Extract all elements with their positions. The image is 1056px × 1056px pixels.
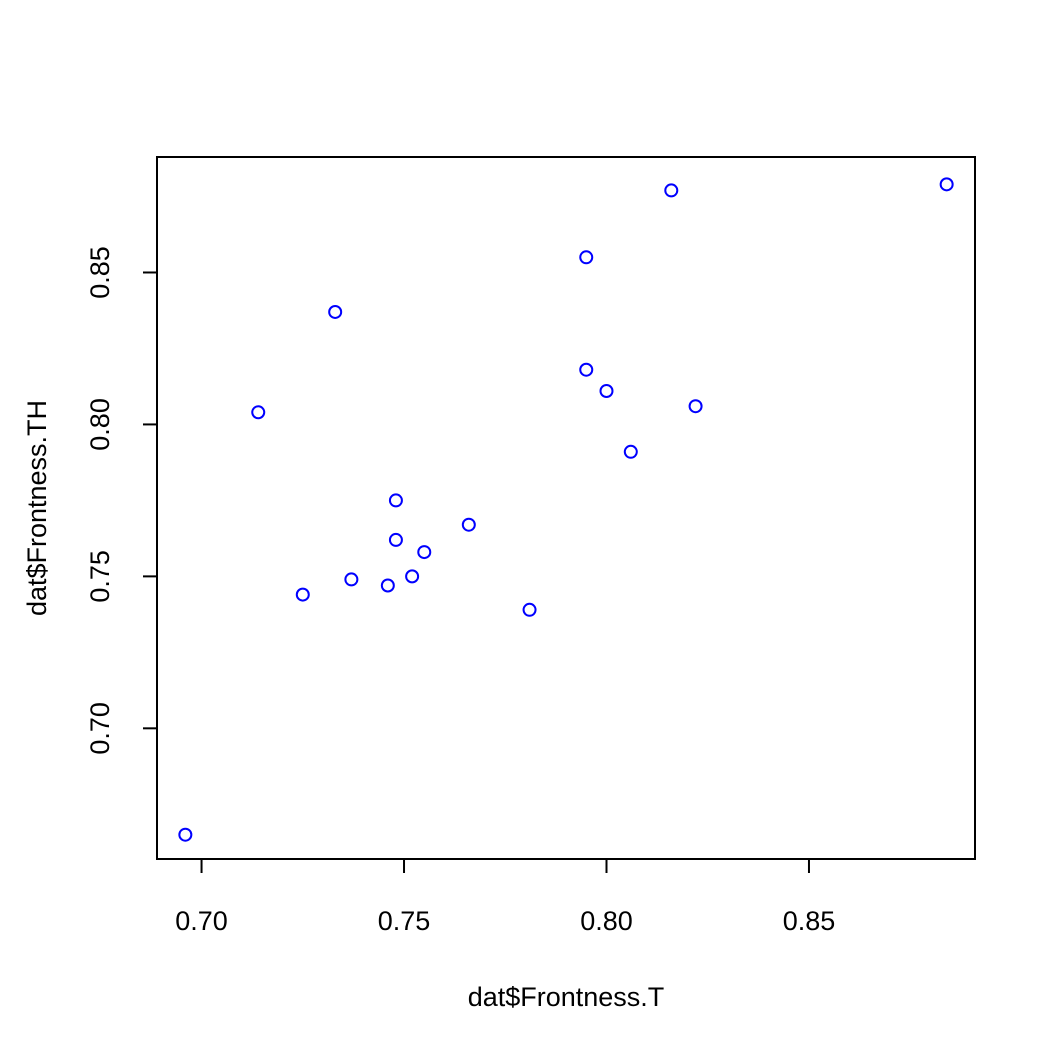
x-tick-label: 0.80 bbox=[580, 906, 633, 936]
y-tick-label: 0.80 bbox=[85, 398, 115, 451]
data-point bbox=[522, 602, 537, 617]
data-point bbox=[251, 405, 266, 420]
data-point bbox=[178, 827, 193, 842]
data-point bbox=[344, 572, 359, 587]
y-axis: 0.70 0.75 0.80 0.85 bbox=[85, 246, 158, 755]
data-point bbox=[405, 569, 420, 584]
data-points bbox=[178, 177, 954, 842]
x-tick-label: 0.85 bbox=[783, 906, 836, 936]
x-tick-label: 0.75 bbox=[378, 906, 431, 936]
y-tick-label: 0.85 bbox=[85, 246, 115, 299]
data-point bbox=[388, 532, 403, 547]
data-point bbox=[579, 250, 594, 265]
data-point bbox=[664, 183, 679, 198]
data-point bbox=[688, 399, 703, 414]
data-point bbox=[461, 517, 476, 532]
data-point bbox=[417, 545, 432, 560]
data-point bbox=[388, 493, 403, 508]
x-tick-label: 0.70 bbox=[175, 906, 228, 936]
x-axis-label: dat$Frontness.T bbox=[468, 982, 665, 1012]
data-point bbox=[295, 587, 310, 602]
plot-frame bbox=[156, 156, 976, 860]
x-axis: 0.70 0.75 0.80 0.85 bbox=[175, 858, 836, 936]
y-tick-label: 0.70 bbox=[85, 702, 115, 755]
data-point bbox=[380, 578, 395, 593]
y-axis-label: dat$Frontness.TH bbox=[22, 400, 52, 616]
data-point bbox=[579, 362, 594, 377]
y-tick-label: 0.75 bbox=[85, 550, 115, 603]
data-point bbox=[328, 304, 343, 319]
data-point bbox=[623, 444, 638, 459]
data-point bbox=[599, 384, 614, 398]
data-point bbox=[939, 177, 954, 192]
